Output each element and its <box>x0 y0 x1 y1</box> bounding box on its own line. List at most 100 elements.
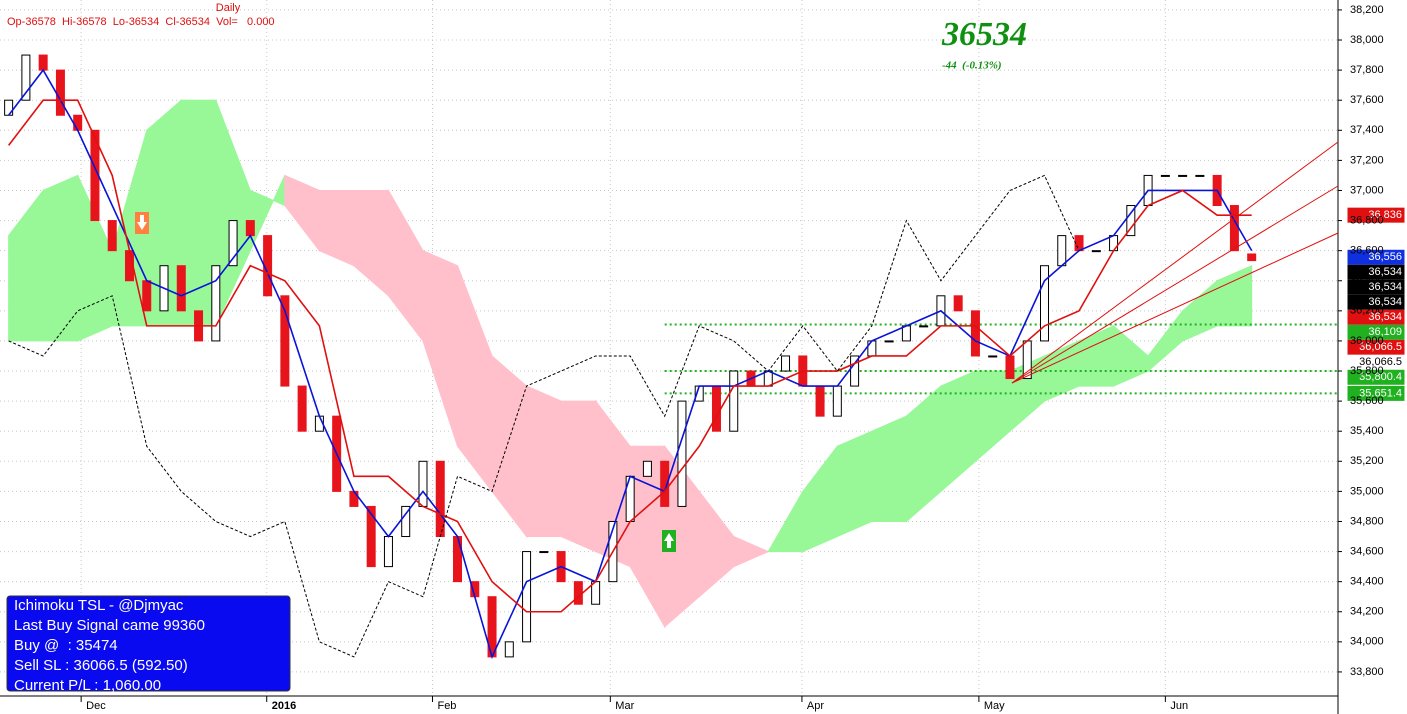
candle-body <box>1229 205 1239 252</box>
y-tick-label: 37,800 <box>1350 64 1384 76</box>
candle-body <box>228 220 238 267</box>
candle-body <box>245 220 255 237</box>
cloud-segment <box>836 430 873 538</box>
candle-body <box>573 581 583 605</box>
y-tick-label: 35,200 <box>1350 455 1384 467</box>
info-line: Sell SL : 36066.5 (592.50) <box>14 657 188 674</box>
price-label: 36,836 <box>1368 209 1402 221</box>
candle-body <box>850 355 860 387</box>
candle-body <box>349 490 359 507</box>
info-line: Buy @ : 35474 <box>14 637 118 654</box>
candle-body <box>401 505 411 538</box>
candle-body <box>1005 355 1015 380</box>
candle-body <box>1022 340 1032 380</box>
y-tick-label: 36,800 <box>1350 214 1384 226</box>
price-label: 36,534 <box>1368 281 1402 293</box>
price-label-box <box>1347 354 1405 370</box>
price-label-box <box>1347 339 1405 355</box>
x-tick-label: 2016 <box>272 700 296 712</box>
y-tick-label: 37,600 <box>1350 94 1384 106</box>
info-line: Current P/L : 1,060.00 <box>14 677 161 694</box>
candle-body <box>453 536 463 583</box>
x-tick-label: Jun <box>1170 700 1188 712</box>
indicator-line <box>8 174 1080 658</box>
price-label: 36,534 <box>1368 266 1402 278</box>
info-text: Ichimoku TSL - @Djmyac Last Buy Signal ca… <box>14 597 205 694</box>
candle-body <box>1195 174 1205 177</box>
candle-body <box>211 265 221 342</box>
x-tick-label: Apr <box>807 700 824 712</box>
price-label: 35,800.4 <box>1359 371 1402 383</box>
fan-lines <box>1011 141 1339 384</box>
fan-line <box>1011 232 1339 384</box>
y-tick-label: 34,200 <box>1350 606 1384 618</box>
candle-body <box>1074 235 1084 252</box>
y-tick-label: 34,400 <box>1350 576 1384 588</box>
y-tick-label: 34,600 <box>1350 545 1384 557</box>
candle-body <box>297 385 307 432</box>
cloud-segment <box>1216 264 1253 327</box>
candle-body <box>142 280 152 312</box>
candle-body <box>988 355 998 358</box>
candle-body <box>867 340 877 357</box>
y-tick-label: 35,800 <box>1350 365 1384 377</box>
price-label-box <box>1347 279 1405 295</box>
change: -44 (-0.13%) <box>942 60 1002 72</box>
cloud-segment <box>42 174 79 342</box>
fan-line <box>1011 141 1339 384</box>
y-tick-label: 37,000 <box>1350 184 1384 196</box>
indicator-line <box>7 99 1252 613</box>
y-tick-label: 36,000 <box>1350 335 1384 347</box>
cloud-segment <box>560 400 597 553</box>
y-tick-label: 35,000 <box>1350 485 1384 497</box>
candle-body <box>539 551 549 554</box>
candle-body <box>1040 265 1050 342</box>
candle-body <box>4 99 14 116</box>
price-label: 35,651.4 <box>1359 387 1402 399</box>
x-tick-label: May <box>984 700 1005 712</box>
x-tick-label: Feb <box>437 700 456 712</box>
candle-body <box>176 265 186 312</box>
candle-body <box>522 551 532 643</box>
cloud-segment <box>733 535 770 568</box>
candle-body <box>383 536 393 568</box>
candle-body <box>763 370 773 387</box>
price-label-box <box>1347 264 1405 280</box>
candle-body <box>366 505 376 568</box>
candle-body <box>953 295 963 312</box>
y-tick-label: 36,600 <box>1350 245 1384 257</box>
candle-body <box>901 325 911 342</box>
info-line: Ichimoku TSL - @Djmyac <box>14 597 184 614</box>
candle-body <box>73 114 83 131</box>
cloud-segment <box>180 99 217 327</box>
sell-arrow <box>135 212 149 234</box>
y-tick-label: 35,600 <box>1350 395 1384 407</box>
candle-body <box>107 220 117 252</box>
last-price: 36534 <box>941 16 1027 53</box>
price-label-box <box>1347 207 1405 223</box>
info-line: Last Buy Signal came 99360 <box>14 617 205 634</box>
price-label-box <box>1347 324 1405 340</box>
candle-body <box>38 54 48 71</box>
y-tick-label: 34,800 <box>1350 515 1384 527</box>
candle-body <box>919 325 929 328</box>
info-box <box>6 595 291 692</box>
candle-body <box>1160 174 1170 177</box>
x-tick-label: Dec <box>86 700 106 712</box>
candle-body <box>504 641 514 658</box>
candle-body <box>642 460 652 477</box>
candle-body <box>21 54 31 101</box>
candle-body <box>711 385 721 432</box>
candle-body <box>1057 235 1067 267</box>
candle-body <box>677 400 687 507</box>
candle-body <box>418 460 428 507</box>
price-label-box <box>1347 294 1405 310</box>
buy-arrow <box>662 530 676 552</box>
candle-body <box>55 69 65 116</box>
candle-body <box>815 385 825 417</box>
indicator-line <box>7 68 1253 660</box>
price-labels: 36,836 36,556 36,534 36,534 36,534 36,534 36,1… <box>1347 207 1405 401</box>
y-tick-label: 36,200 <box>1350 305 1384 317</box>
y-tick-label: 37,200 <box>1350 154 1384 166</box>
